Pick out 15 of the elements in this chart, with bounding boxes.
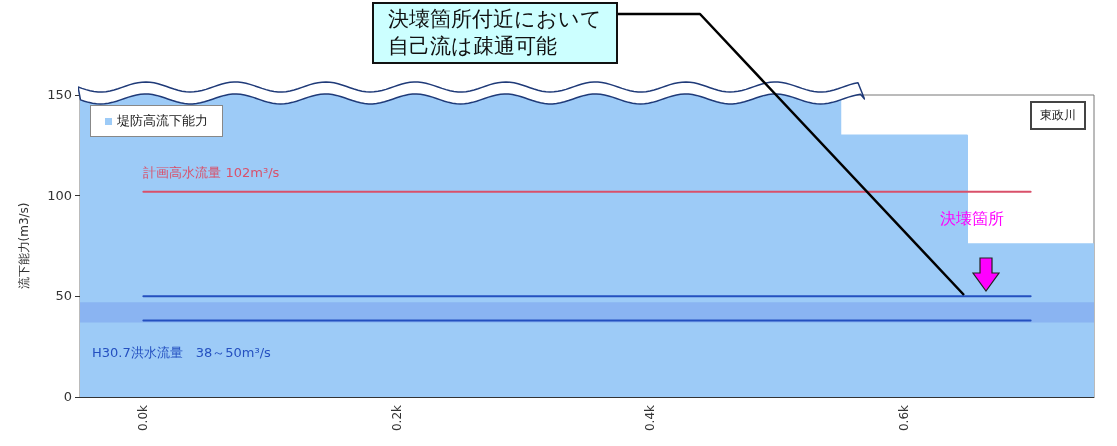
x-tick-label: 0.0k — [136, 404, 151, 432]
annotation: 東政川 — [1030, 101, 1086, 130]
legend-label: 堤防高流下能力 — [116, 112, 208, 130]
y-tick-label: 0 — [63, 389, 72, 405]
y-tick-label: 100 — [47, 187, 72, 204]
y-tick-label: 150 — [47, 87, 72, 103]
annotation: 決壊箇所 — [940, 209, 1004, 230]
x-tick-label: 0.2k — [389, 404, 404, 432]
series-label: 計画高水流量 102m³/s — [143, 163, 280, 182]
series-label: H30.7洪水流量 38～50m³/s — [92, 344, 271, 363]
text: 決壊箇所付近において自己流は疎通可能 — [372, 2, 618, 64]
x-tick-label: 0.4k — [643, 404, 658, 432]
y-axis-title: 流下能力(m3/s) — [17, 202, 31, 290]
x-tick-label: 0.6k — [896, 404, 911, 432]
y-tick-label: 50 — [55, 288, 72, 305]
